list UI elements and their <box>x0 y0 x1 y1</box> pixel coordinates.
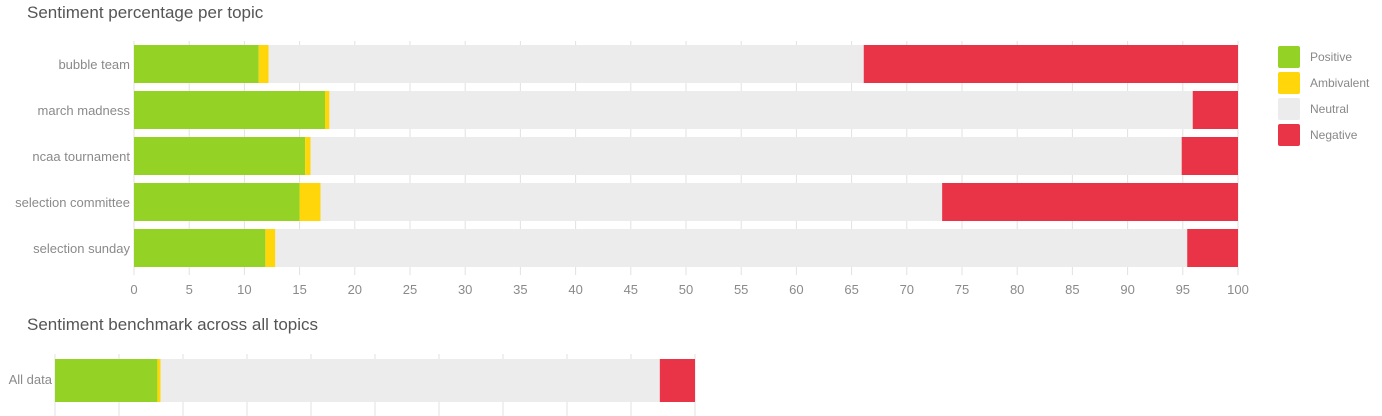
bar-positive-march-madness <box>134 91 325 129</box>
category-label: ncaa tournament <box>32 149 130 164</box>
legend-swatch-negative <box>1278 124 1300 146</box>
x-tick-label: 60 <box>789 282 803 297</box>
bar-ambivalent-ncaa-tournament <box>305 137 311 175</box>
bar-ambivalent-all-data <box>157 359 161 402</box>
legend-item-positive[interactable]: Positive <box>1278 44 1369 70</box>
bar-ambivalent-selection-sunday <box>265 229 276 267</box>
legend-item-ambivalent[interactable]: Ambivalent <box>1278 70 1369 96</box>
x-tick-label: 20 <box>348 282 362 297</box>
bar-negative-bubble-team <box>863 45 1238 83</box>
bar-neutral-all-data <box>160 359 660 402</box>
bar-negative-march-madness <box>1192 91 1238 129</box>
x-tick-label: 30 <box>458 282 472 297</box>
bar-positive-selection-committee <box>134 183 300 221</box>
bar-neutral-selection-sunday <box>275 229 1188 267</box>
legend-label: Ambivalent <box>1310 76 1370 90</box>
x-tick-label: 90 <box>1120 282 1134 297</box>
x-tick-label: 40 <box>568 282 582 297</box>
category-label: bubble team <box>58 57 130 72</box>
bar-positive-ncaa-tournament <box>134 137 306 175</box>
bar-negative-selection-sunday <box>1187 229 1238 267</box>
legend-swatch-positive <box>1278 46 1300 68</box>
x-tick-label: 45 <box>624 282 638 297</box>
bar-positive-selection-sunday <box>134 229 266 267</box>
x-tick-label: 0 <box>130 282 137 297</box>
x-tick-label: 85 <box>1065 282 1079 297</box>
legend-label: Neutral <box>1310 102 1349 116</box>
bar-ambivalent-march-madness <box>324 91 330 129</box>
legend-item-neutral[interactable]: Neutral <box>1278 96 1369 122</box>
bar-positive-all-data <box>55 359 158 402</box>
bar-negative-ncaa-tournament <box>1181 137 1238 175</box>
x-tick-label: 65 <box>844 282 858 297</box>
x-tick-label: 10 <box>237 282 251 297</box>
bar-neutral-march-madness <box>329 91 1193 129</box>
x-tick-label: 80 <box>1010 282 1024 297</box>
bar-negative-all-data <box>659 359 695 402</box>
bar-positive-bubble-team <box>134 45 259 83</box>
legend-item-negative[interactable]: Negative <box>1278 122 1369 148</box>
legend-label: Positive <box>1310 50 1353 64</box>
chart-legend: Positive Ambivalent Neutral Negative <box>1278 44 1369 148</box>
bar-neutral-selection-committee <box>320 183 943 221</box>
category-label: selection committee <box>15 195 130 210</box>
category-label: All data <box>9 372 53 387</box>
bar-ambivalent-selection-committee <box>299 183 321 221</box>
category-label: march madness <box>38 103 131 118</box>
x-tick-label: 75 <box>955 282 969 297</box>
legend-swatch-neutral <box>1278 98 1300 120</box>
legend-label: Negative <box>1310 128 1358 142</box>
x-tick-label: 25 <box>403 282 417 297</box>
x-tick-label: 5 <box>186 282 193 297</box>
x-tick-label: 95 <box>1176 282 1190 297</box>
bar-neutral-bubble-team <box>268 45 864 83</box>
legend-swatch-ambivalent <box>1278 72 1300 94</box>
chart-title-topics: Sentiment percentage per topic <box>27 3 264 22</box>
x-tick-label: 70 <box>900 282 914 297</box>
x-tick-label: 100 <box>1227 282 1249 297</box>
bar-negative-selection-committee <box>942 183 1238 221</box>
bar-neutral-ncaa-tournament <box>310 137 1182 175</box>
bar-ambivalent-bubble-team <box>258 45 269 83</box>
chart-title-benchmark: Sentiment benchmark across all topics <box>27 315 319 334</box>
x-tick-label: 35 <box>513 282 527 297</box>
x-tick-label: 15 <box>292 282 306 297</box>
x-tick-label: 50 <box>679 282 693 297</box>
category-label: selection sunday <box>33 241 130 256</box>
x-tick-label: 55 <box>734 282 748 297</box>
